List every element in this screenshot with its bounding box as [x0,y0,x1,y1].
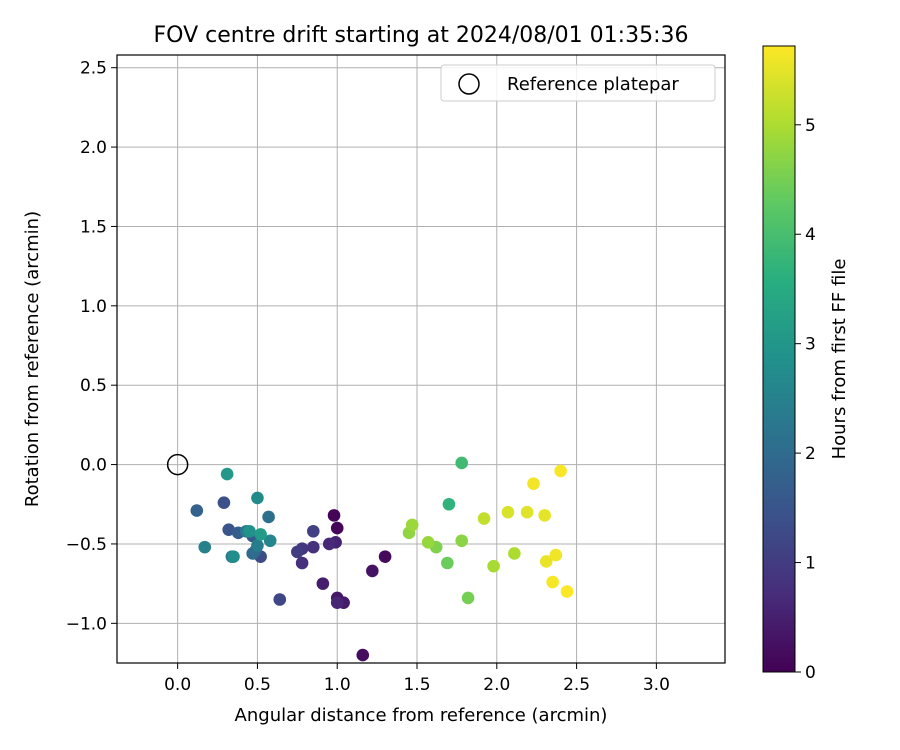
colorbar-tick-label: 2 [805,444,816,464]
data-point [322,537,336,551]
y-axis-label: Rotation from reference (arcmin) [22,211,43,507]
colorbar: 0 1 2 3 4 5 Hours from first FF file [762,45,850,683]
data-point [455,534,468,548]
x-tick-label: 0.5 [244,675,271,695]
data-point [243,524,256,538]
data-point [554,464,567,478]
data-point [441,556,454,570]
data-point [455,456,468,470]
colorbar-tick-label: 5 [805,116,816,136]
plot-frame [116,54,726,664]
data-point [487,559,500,573]
data-point [538,509,551,522]
y-tick-label: 0.0 [80,456,107,476]
x-axis-ticks: 0.0 0.5 1.0 1.5 2.0 2.5 3.0 [164,663,670,695]
data-point [220,467,234,481]
colorbar-gradient [762,45,796,673]
data-point [190,504,204,517]
colorbar-ticks: 0 1 2 3 4 5 [795,116,816,683]
data-point [198,540,212,554]
data-point [251,491,264,505]
data-point [442,497,456,511]
data-point [461,591,475,605]
data-point [520,505,534,519]
data-point [421,536,435,549]
data-point [306,540,320,554]
legend-box [440,64,716,102]
grid [117,55,725,663]
data-point [330,596,344,609]
data-point [222,523,236,536]
data-point [273,593,287,606]
data-point [378,550,392,563]
y-tick-label: 2.0 [80,138,107,158]
data-point [366,564,379,578]
data-point [251,539,264,552]
data-point [262,510,275,524]
data-point [549,548,563,562]
x-tick-label: 1.5 [403,675,430,695]
y-tick-label: 2.5 [80,59,107,79]
colorbar-tick-label: 3 [805,335,816,355]
x-tick-label: 0.0 [164,675,191,695]
legend: Reference platepar [440,64,716,102]
data-point [316,577,330,590]
colorbar-tick-label: 0 [805,663,816,683]
data-point [560,585,574,598]
reference-platepar-marker [166,453,189,476]
data-point [501,505,515,519]
colorbar-label: Hours from first FF file [829,259,850,460]
data-point [227,550,240,563]
data-point [546,575,559,589]
y-tick-label: 1.0 [80,297,107,317]
y-axis-ticks: −1.0 −0.5 0.0 0.5 1.0 1.5 2.0 2.5 [66,59,117,634]
legend-reference-marker [458,73,480,95]
chart-title: FOV centre drift starting at 2024/08/01 … [154,23,689,48]
y-tick-label: 0.5 [80,376,107,396]
data-point [263,534,277,548]
data-point [539,555,553,568]
data-point [508,547,521,560]
data-point [405,518,419,532]
x-tick-label: 2.5 [563,675,590,695]
data-point [306,524,320,538]
data-point [527,477,540,490]
legend-entry-label: Reference platepar [507,74,679,95]
data-points [190,456,574,662]
y-tick-label: −0.5 [66,535,107,555]
y-tick-label: −1.0 [66,614,107,634]
data-point [217,496,231,509]
colorbar-tick-label: 1 [805,554,816,574]
data-point [327,509,341,522]
reference-layer [166,453,189,476]
x-tick-label: 3.0 [643,675,670,695]
x-tick-label: 1.0 [324,675,351,695]
data-point [356,648,370,662]
data-point [330,521,344,535]
colorbar-tick-label: 4 [805,225,816,245]
x-tick-label: 2.0 [483,675,510,695]
x-axis-label: Angular distance from reference (arcmin) [235,705,608,726]
data-point [295,556,309,570]
data-point [477,512,491,525]
data-point [254,528,267,541]
y-tick-label: 1.5 [80,217,107,237]
data-point [291,545,304,559]
